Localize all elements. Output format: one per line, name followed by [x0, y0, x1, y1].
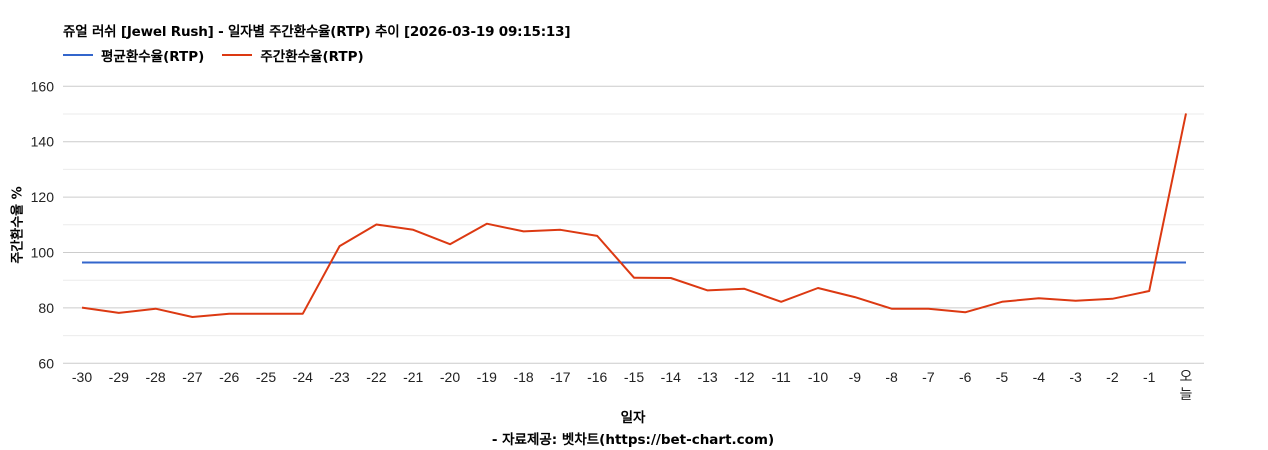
x-tick-label: -6 [959, 369, 972, 385]
x-tick-label: -7 [922, 369, 935, 385]
x-tick-label: -26 [219, 369, 239, 385]
x-tick-label: -27 [182, 369, 202, 385]
x-tick-label: -13 [697, 369, 717, 385]
legend-label: 주간환수율(RTP) [260, 49, 364, 65]
x-tick-label: -21 [403, 369, 423, 385]
x-tick-label: -25 [256, 369, 276, 385]
x-tick-label: -15 [624, 369, 644, 385]
x-tick-label: -5 [996, 369, 1009, 385]
weekly-rtp-line[interactable] [81, 113, 1187, 318]
x-tick-label: -1 [1143, 369, 1156, 385]
x-tick-label: -10 [808, 369, 828, 385]
x-tick-label: -8 [885, 369, 898, 385]
x-tick-label: 늘 [1180, 386, 1193, 402]
chart-title: 쥬얼 러쉬 [Jewel Rush] - 일자별 주간환수율(RTP) 추이 [… [63, 24, 571, 40]
data-source-credit: - 자료제공: 벳차트(https://bet-chart.com) [491, 432, 775, 448]
legend-label: 평균환수율(RTP) [101, 49, 205, 65]
x-tick-label: -28 [145, 369, 165, 385]
chart-legend: 평균환수율(RTP) 주간환수율(RTP) [63, 45, 382, 65]
y-tick-label: 80 [38, 300, 54, 316]
x-tick-label: 오 [1180, 368, 1193, 384]
x-tick-label: -17 [550, 369, 570, 385]
x-tick-label: -18 [513, 369, 533, 385]
y-tick-label: 100 [31, 245, 55, 261]
x-tick-label: -30 [72, 369, 92, 385]
y-tick-label: 160 [31, 78, 55, 94]
x-tick-label: -2 [1106, 369, 1119, 385]
y-tick-label: 60 [38, 355, 54, 371]
x-tick-label: -16 [587, 369, 607, 385]
x-tick-label: -9 [849, 369, 862, 385]
x-tick-label: -4 [1033, 369, 1046, 385]
legend-swatch-red-icon [222, 54, 253, 56]
x-tick-label: -11 [772, 369, 791, 385]
x-tick-label: -29 [109, 369, 129, 385]
x-axis-label: 일자 [620, 410, 646, 426]
x-tick-label: -23 [329, 369, 349, 385]
legend-item-weekly-rtp[interactable]: 주간환수율(RTP) [222, 45, 364, 65]
x-tick-label: -14 [661, 369, 681, 385]
y-tick-label: 120 [31, 189, 55, 205]
legend-item-average-rtp[interactable]: 평균환수율(RTP) [63, 45, 204, 65]
x-tick-label: -12 [734, 369, 754, 385]
x-tick-label: -24 [293, 369, 313, 385]
legend-swatch-blue-icon [63, 54, 93, 56]
y-tick-label: 140 [31, 134, 55, 150]
y-axis-label: 주간환수율 % [10, 186, 26, 264]
x-tick-label: -22 [366, 369, 386, 385]
x-tick-label: -19 [477, 369, 497, 385]
x-tick-label: -20 [440, 369, 460, 385]
x-tick-label: -3 [1069, 369, 1082, 385]
